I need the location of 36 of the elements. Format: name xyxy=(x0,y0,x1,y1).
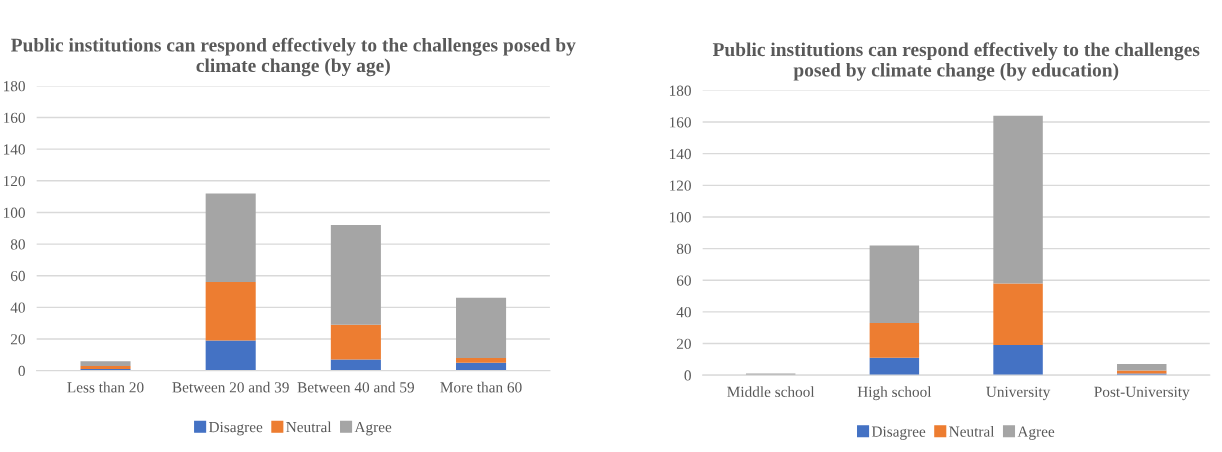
y-tick-label: 60 xyxy=(10,270,25,282)
x-tick-label: University xyxy=(986,386,1051,401)
y-tick-label: 60 xyxy=(676,275,691,286)
legend-label: Neutral xyxy=(949,426,995,437)
x-tick-label: Middle school xyxy=(727,386,815,398)
x-tick-label: Between 20 and 39 xyxy=(172,381,289,393)
y-tick-label: 0 xyxy=(684,370,691,381)
y-tick-label: 120 xyxy=(3,175,25,187)
y-tick-label: 120 xyxy=(669,180,691,191)
y-tick-label: 20 xyxy=(676,338,691,349)
y-tick-label: 160 xyxy=(3,112,25,123)
legend-label: Agree xyxy=(354,422,392,436)
legend-label: Neutral xyxy=(286,421,332,433)
x-tick-label: Between 40 and 59 xyxy=(297,381,414,393)
x-tick-label: Less than 20 xyxy=(67,381,144,393)
y-tick-label: 100 xyxy=(3,207,25,218)
x-tick-label: More than 60 xyxy=(440,381,522,393)
legend-label: Disagree xyxy=(208,421,263,436)
y-tick-label: 20 xyxy=(10,334,25,345)
x-tick-label: High school xyxy=(857,386,932,401)
legend-label: Disagree xyxy=(871,426,926,440)
y-tick-label: 40 xyxy=(10,302,25,313)
y-tick-label: 160 xyxy=(669,117,691,128)
y-tick-label: 180 xyxy=(3,81,25,92)
y-tick-label: 140 xyxy=(3,144,25,155)
y-tick-label: 100 xyxy=(669,212,691,223)
chart-title: Public institutions can respond effectively to the challenges posed by climate change (by education) xyxy=(712,42,1200,81)
y-tick-label: 40 xyxy=(676,307,691,318)
y-tick-label: 80 xyxy=(10,239,25,250)
y-tick-label: 0 xyxy=(18,365,25,377)
y-tick-label: 180 xyxy=(669,85,691,96)
chart-title: Public institutions can respond effectively to the challenges posed by climate change (by age) xyxy=(11,37,576,77)
x-tick-label: Post-University xyxy=(1094,386,1190,401)
legend-label: Agree xyxy=(1017,426,1055,440)
y-tick-label: 80 xyxy=(676,243,691,255)
y-tick-label: 140 xyxy=(669,148,691,160)
